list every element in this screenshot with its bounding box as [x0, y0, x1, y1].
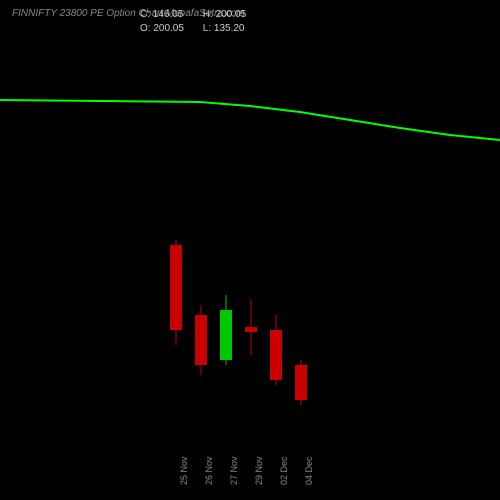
- x-axis-label: 27 Nov: [229, 456, 239, 485]
- ohlc-display: C: 146.05 H: 200.05 O: 200.05 L: 135.20: [140, 8, 263, 36]
- candle-body: [220, 310, 232, 360]
- candle: [245, 40, 257, 440]
- candle-body: [170, 245, 182, 330]
- x-axis-label: 26 Nov: [204, 456, 214, 485]
- candle: [220, 40, 232, 440]
- candle-body: [195, 315, 207, 365]
- close-label: C:: [140, 8, 150, 22]
- x-axis-label: 25 Nov: [179, 456, 189, 485]
- x-axis-label: 29 Nov: [254, 456, 264, 485]
- candle-body: [295, 365, 307, 400]
- open-label: O:: [140, 22, 151, 36]
- candle: [270, 40, 282, 440]
- high-value: 200.05: [216, 8, 247, 22]
- candle: [170, 40, 182, 440]
- high-label: H:: [203, 8, 213, 22]
- low-value: 135.20: [214, 22, 245, 36]
- x-axis: 25 Nov 26 Nov 27 Nov 29 Nov 02 Dec 04 Dec: [0, 440, 500, 490]
- open-value: 200.05: [153, 22, 184, 36]
- x-axis-label: 04 Dec: [304, 456, 314, 485]
- candlestick-chart: FINNIFTY 23800 PE Option Chart MunafaSut…: [0, 0, 500, 500]
- x-axis-label: 02 Dec: [279, 456, 289, 485]
- candle: [295, 40, 307, 440]
- low-label: L:: [203, 22, 211, 36]
- candle-body: [245, 327, 257, 332]
- plot-area: [0, 40, 500, 440]
- close-value: 146.05: [153, 8, 184, 22]
- candle: [195, 40, 207, 440]
- candle-body: [270, 330, 282, 380]
